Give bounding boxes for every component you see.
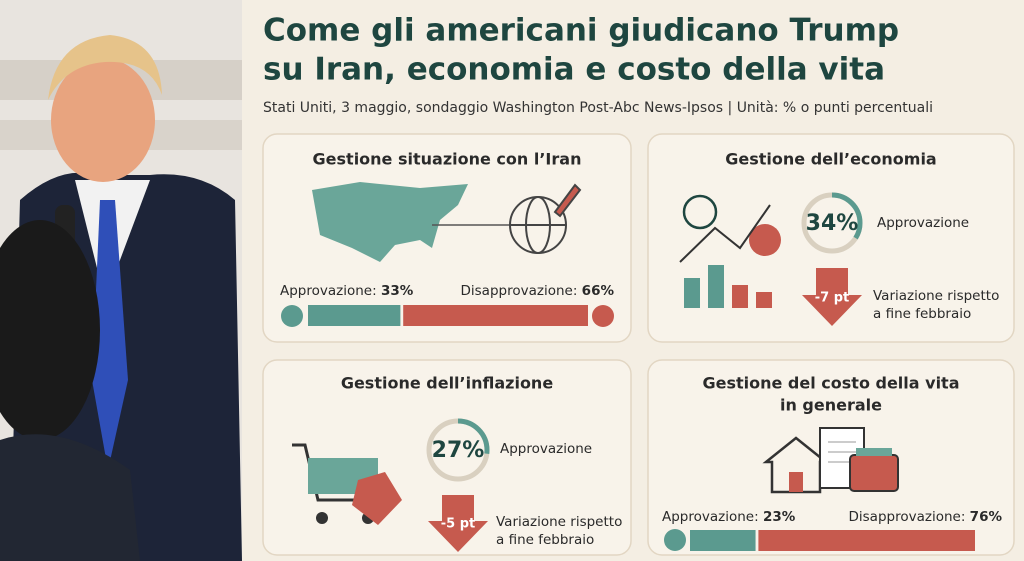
change-arrow [428, 495, 488, 552]
title-line: su Iran, economia e costo della vita [263, 52, 885, 88]
change-value: -7 pt [815, 291, 850, 306]
approve-bar [308, 305, 401, 326]
label: Approvazione: [280, 283, 377, 299]
panel-title: Gestione dell’economia [725, 150, 936, 169]
value-label: 27% [432, 438, 485, 463]
change-label: a fine febbraio [496, 532, 594, 548]
subtitle: Stati Uniti, 3 maggio, sondaggio Washing… [263, 100, 933, 116]
panel-title: in generale [780, 396, 882, 415]
approve-bar [690, 530, 756, 551]
value-label: 33% [381, 283, 414, 299]
change-value: -5 pt [441, 517, 476, 532]
panel-title: Gestione del costo della vita [702, 374, 959, 393]
disapprove-label: Disapprovazione: 76% [849, 509, 1003, 525]
thumb-down [592, 305, 614, 327]
donut-arc [426, 418, 490, 482]
approval-label: Approvazione [500, 441, 592, 457]
disapprove-label: Disapprovazione: 66% [461, 283, 615, 299]
photo [0, 0, 242, 561]
change-label: Variazione rispetto [873, 288, 999, 304]
title-line: Come gli americani giudicano Trump [263, 13, 899, 49]
cost-icons [762, 427, 899, 494]
cart-icon [292, 443, 402, 525]
map-icon [312, 182, 468, 262]
value-label: 34% [806, 211, 859, 236]
change-label: Variazione rispetto [496, 514, 622, 530]
change-label: a fine febbraio [873, 306, 971, 322]
approve-label: Approvazione: 23% [662, 509, 796, 525]
disapprove-bar [403, 305, 588, 326]
disapprove-bar [758, 530, 975, 551]
panel-title: Gestione dell’inflazione [341, 374, 554, 393]
change-arrow [802, 268, 862, 326]
label: Disapprovazione: [461, 283, 578, 299]
value-label: 23% [763, 509, 796, 525]
economy-icon [679, 194, 781, 308]
approval-label: Approvazione [877, 215, 969, 231]
thumb-up [664, 529, 686, 551]
thumb-up [281, 305, 303, 327]
globe-icon [509, 183, 582, 254]
approve-label: Approvazione: 33% [280, 283, 414, 299]
panel-title: Gestione situazione con l’Iran [313, 150, 582, 169]
value-label: 66% [582, 283, 615, 299]
label: Approvazione: [662, 509, 759, 525]
donut-arc [801, 192, 863, 254]
label: Disapprovazione: [849, 509, 966, 525]
value-label: 76% [970, 509, 1003, 525]
